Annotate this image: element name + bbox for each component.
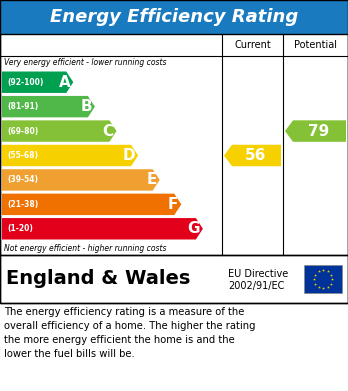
Polygon shape <box>285 120 346 142</box>
Bar <box>0 0 348 303</box>
Text: (21-38): (21-38) <box>7 200 38 209</box>
Text: The energy efficiency rating is a measure of the
overall efficiency of a home. T: The energy efficiency rating is a measur… <box>4 307 255 359</box>
Text: 79: 79 <box>308 124 329 138</box>
Polygon shape <box>2 120 117 142</box>
Polygon shape <box>2 169 160 191</box>
Polygon shape <box>2 96 95 117</box>
Text: (69-80): (69-80) <box>7 127 38 136</box>
Text: EU Directive: EU Directive <box>228 269 288 279</box>
Text: (39-54): (39-54) <box>7 176 38 185</box>
Text: Potential: Potential <box>294 40 337 50</box>
Polygon shape <box>2 72 73 93</box>
Bar <box>0 0 348 34</box>
Text: Current: Current <box>234 40 271 50</box>
Bar <box>0 34 348 255</box>
Text: F: F <box>168 197 178 212</box>
Text: Not energy efficient - higher running costs: Not energy efficient - higher running co… <box>4 244 166 253</box>
Text: E: E <box>146 172 157 187</box>
Text: 2002/91/EC: 2002/91/EC <box>228 281 284 291</box>
Text: 56: 56 <box>245 148 266 163</box>
Bar <box>304 265 342 293</box>
Text: A: A <box>58 75 70 90</box>
Text: (92-100): (92-100) <box>7 78 44 87</box>
Text: Energy Efficiency Rating: Energy Efficiency Rating <box>50 8 298 26</box>
Text: (81-91): (81-91) <box>7 102 38 111</box>
Text: C: C <box>102 124 113 138</box>
Text: D: D <box>122 148 135 163</box>
Text: G: G <box>187 221 200 236</box>
Polygon shape <box>2 218 203 240</box>
Polygon shape <box>2 194 181 215</box>
Text: (1-20): (1-20) <box>7 224 33 233</box>
Text: Very energy efficient - lower running costs: Very energy efficient - lower running co… <box>4 58 166 67</box>
Bar <box>0 255 348 303</box>
Text: England & Wales: England & Wales <box>6 269 190 289</box>
Text: (55-68): (55-68) <box>7 151 38 160</box>
Polygon shape <box>224 145 281 166</box>
Polygon shape <box>2 145 138 166</box>
Text: B: B <box>80 99 92 114</box>
